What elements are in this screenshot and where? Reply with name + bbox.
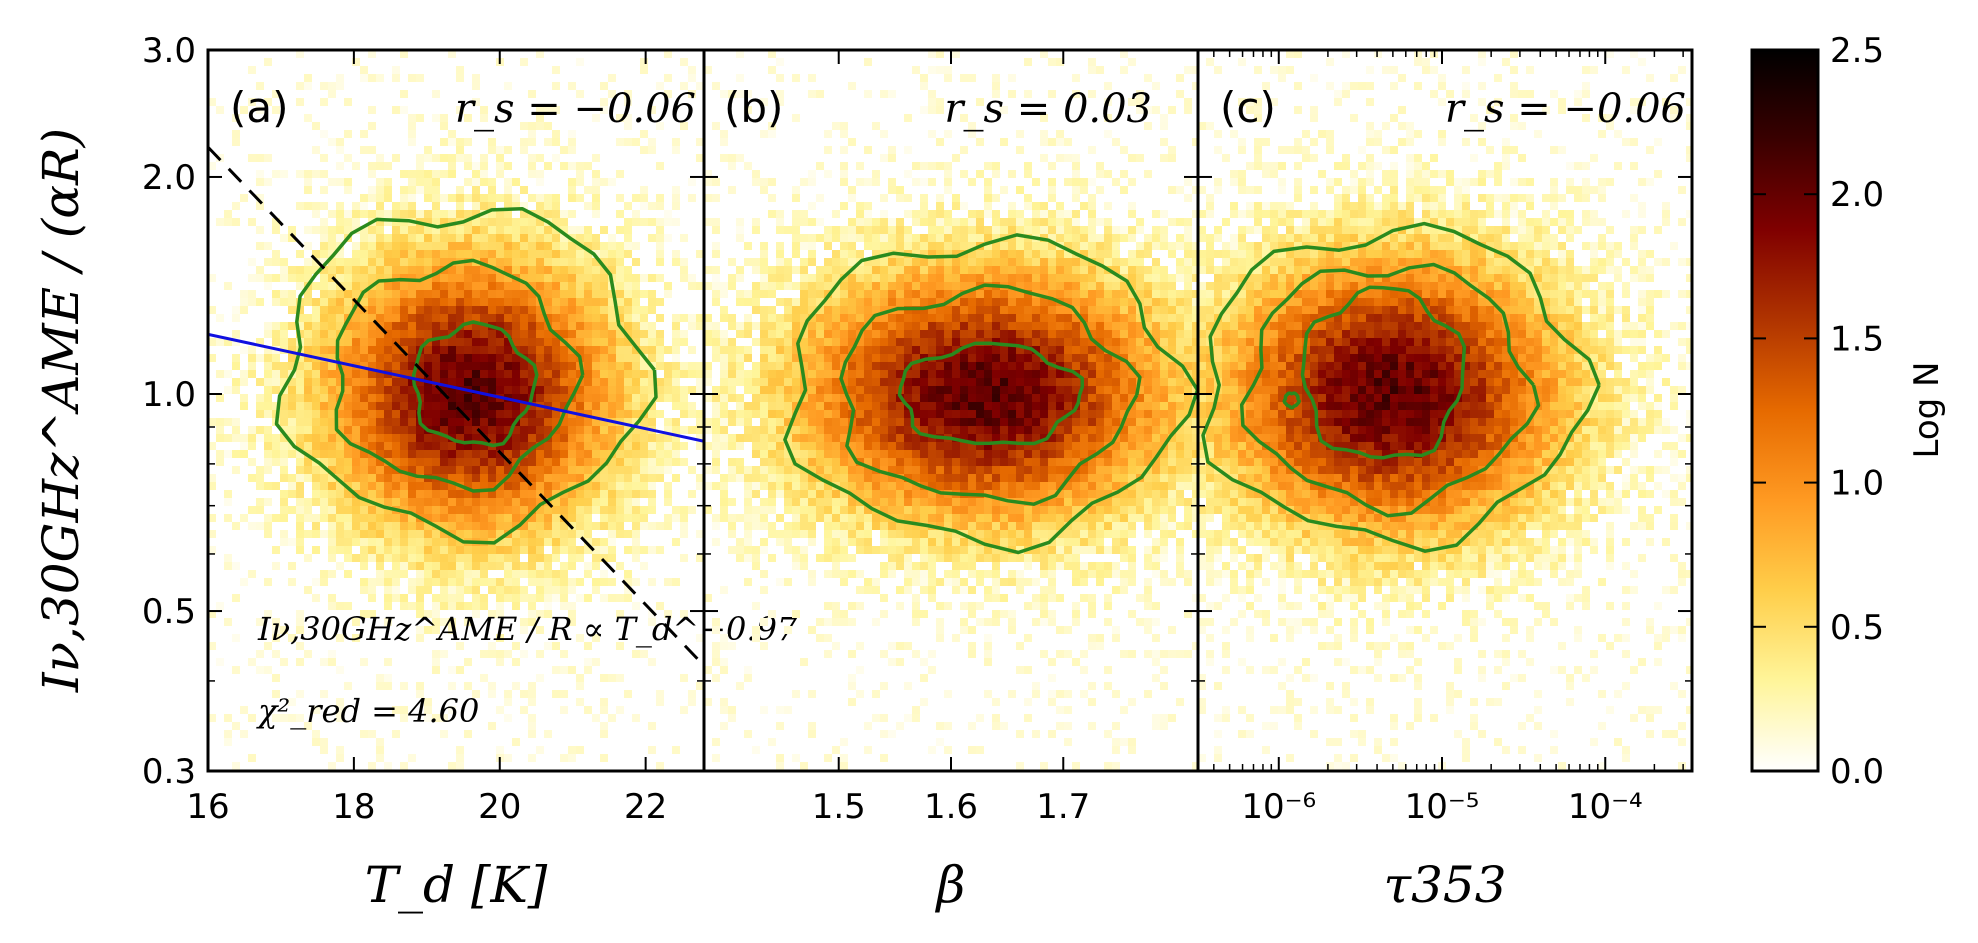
panels-frame [206, 48, 1694, 773]
x-tick-label: 18 [332, 787, 375, 827]
panel-b-label: (b) [724, 83, 783, 132]
colorbar-gradient [1750, 48, 1820, 773]
x-tick-label: 16 [186, 787, 229, 827]
contour-island [1282, 391, 1301, 410]
colorbar-tick-label: 1.0 [1830, 464, 1884, 504]
colorbar-tick-label: 0.5 [1830, 608, 1884, 648]
x-tick-label: 1.7 [1036, 787, 1090, 827]
x-tick-label: 20 [478, 787, 521, 827]
panel-b-density [704, 50, 1198, 771]
colorbar-tick-label: 1.5 [1830, 319, 1884, 359]
panel-c-contours [1201, 221, 1601, 553]
colorbar-tick-label: 2.0 [1830, 175, 1884, 215]
contour-level-1 [783, 233, 1198, 555]
colorbar-tick-label: 2.5 [1830, 31, 1884, 71]
panel-c: (c) r_s = −0.06 [1198, 49, 1692, 772]
panel-a: (a) r_s = −0.06 Iν,30GHz^AME / R ∝ T_d^−… [207, 49, 798, 772]
contour-level-2 [1239, 262, 1541, 518]
x-tick-label: 10⁻⁶ [1241, 787, 1316, 827]
x-tick-labels: 16 18 20 22 1.5 1.6 1.7 10⁻⁶ 10⁻⁵ 10⁻⁴ [186, 787, 1642, 827]
chi-squared-annotation: χ²_red = 4.60 [256, 692, 479, 730]
panel-a-label: (a) [230, 83, 289, 132]
x-tick-label: 10⁻⁴ [1568, 787, 1643, 827]
colorbar-tick-label: 0.0 [1830, 752, 1884, 792]
panel-b-correlation: r_s = 0.03 [944, 86, 1152, 132]
y-axis-title: Iν,30GHz^AME / (αR) [32, 128, 90, 693]
panel-a-correlation: r_s = −0.06 [455, 86, 696, 132]
y-tick-label: 0.3 [142, 752, 196, 792]
y-tick-label: 2.0 [142, 158, 196, 198]
x-axis-title-c: τ353 [1383, 856, 1506, 914]
panel-c-correlation: r_s = −0.06 [1445, 86, 1686, 132]
colorbar: 0.0 0.5 1.0 1.5 2.0 2.5 Log N [1750, 31, 1947, 792]
x-tick-label: 10⁻⁵ [1405, 787, 1480, 827]
contour-level-1 [1201, 221, 1601, 553]
panel-b-contours [783, 233, 1198, 555]
contour-level-2 [334, 258, 585, 493]
panel-a-density [208, 50, 704, 771]
y-tick-label: 1.0 [142, 375, 196, 415]
y-tick-label: 3.0 [142, 31, 196, 71]
x-tick-label: 1.6 [924, 787, 978, 827]
x-tick-label: 22 [624, 787, 667, 827]
y-tick-label: 0.5 [142, 592, 196, 632]
panel-c-density [1198, 50, 1692, 771]
x-axis-title-a: T_d [K] [365, 856, 548, 914]
contour-level-3 [1300, 285, 1467, 460]
y-tick-labels: 0.3 0.5 1.0 2.0 3.0 [142, 31, 196, 792]
contour-level-3 [897, 341, 1085, 446]
panel-a-lines [208, 146, 704, 667]
colorbar-label: Log N [1907, 362, 1947, 459]
colorbar-ticks: 0.0 0.5 1.0 1.5 2.0 2.5 [1752, 31, 1884, 792]
contour-level-3 [411, 320, 539, 448]
panel-b: (b) r_s = 0.03 [704, 49, 1198, 772]
fit-line [208, 332, 704, 443]
x-tick-label: 1.5 [812, 787, 866, 827]
contour-level-2 [839, 283, 1142, 506]
fit-annotation: Iν,30GHz^AME / R ∝ T_d^−0.97 [257, 610, 798, 648]
x-axis-title-b: β [935, 856, 966, 914]
panel-c-label: (c) [1220, 83, 1276, 132]
